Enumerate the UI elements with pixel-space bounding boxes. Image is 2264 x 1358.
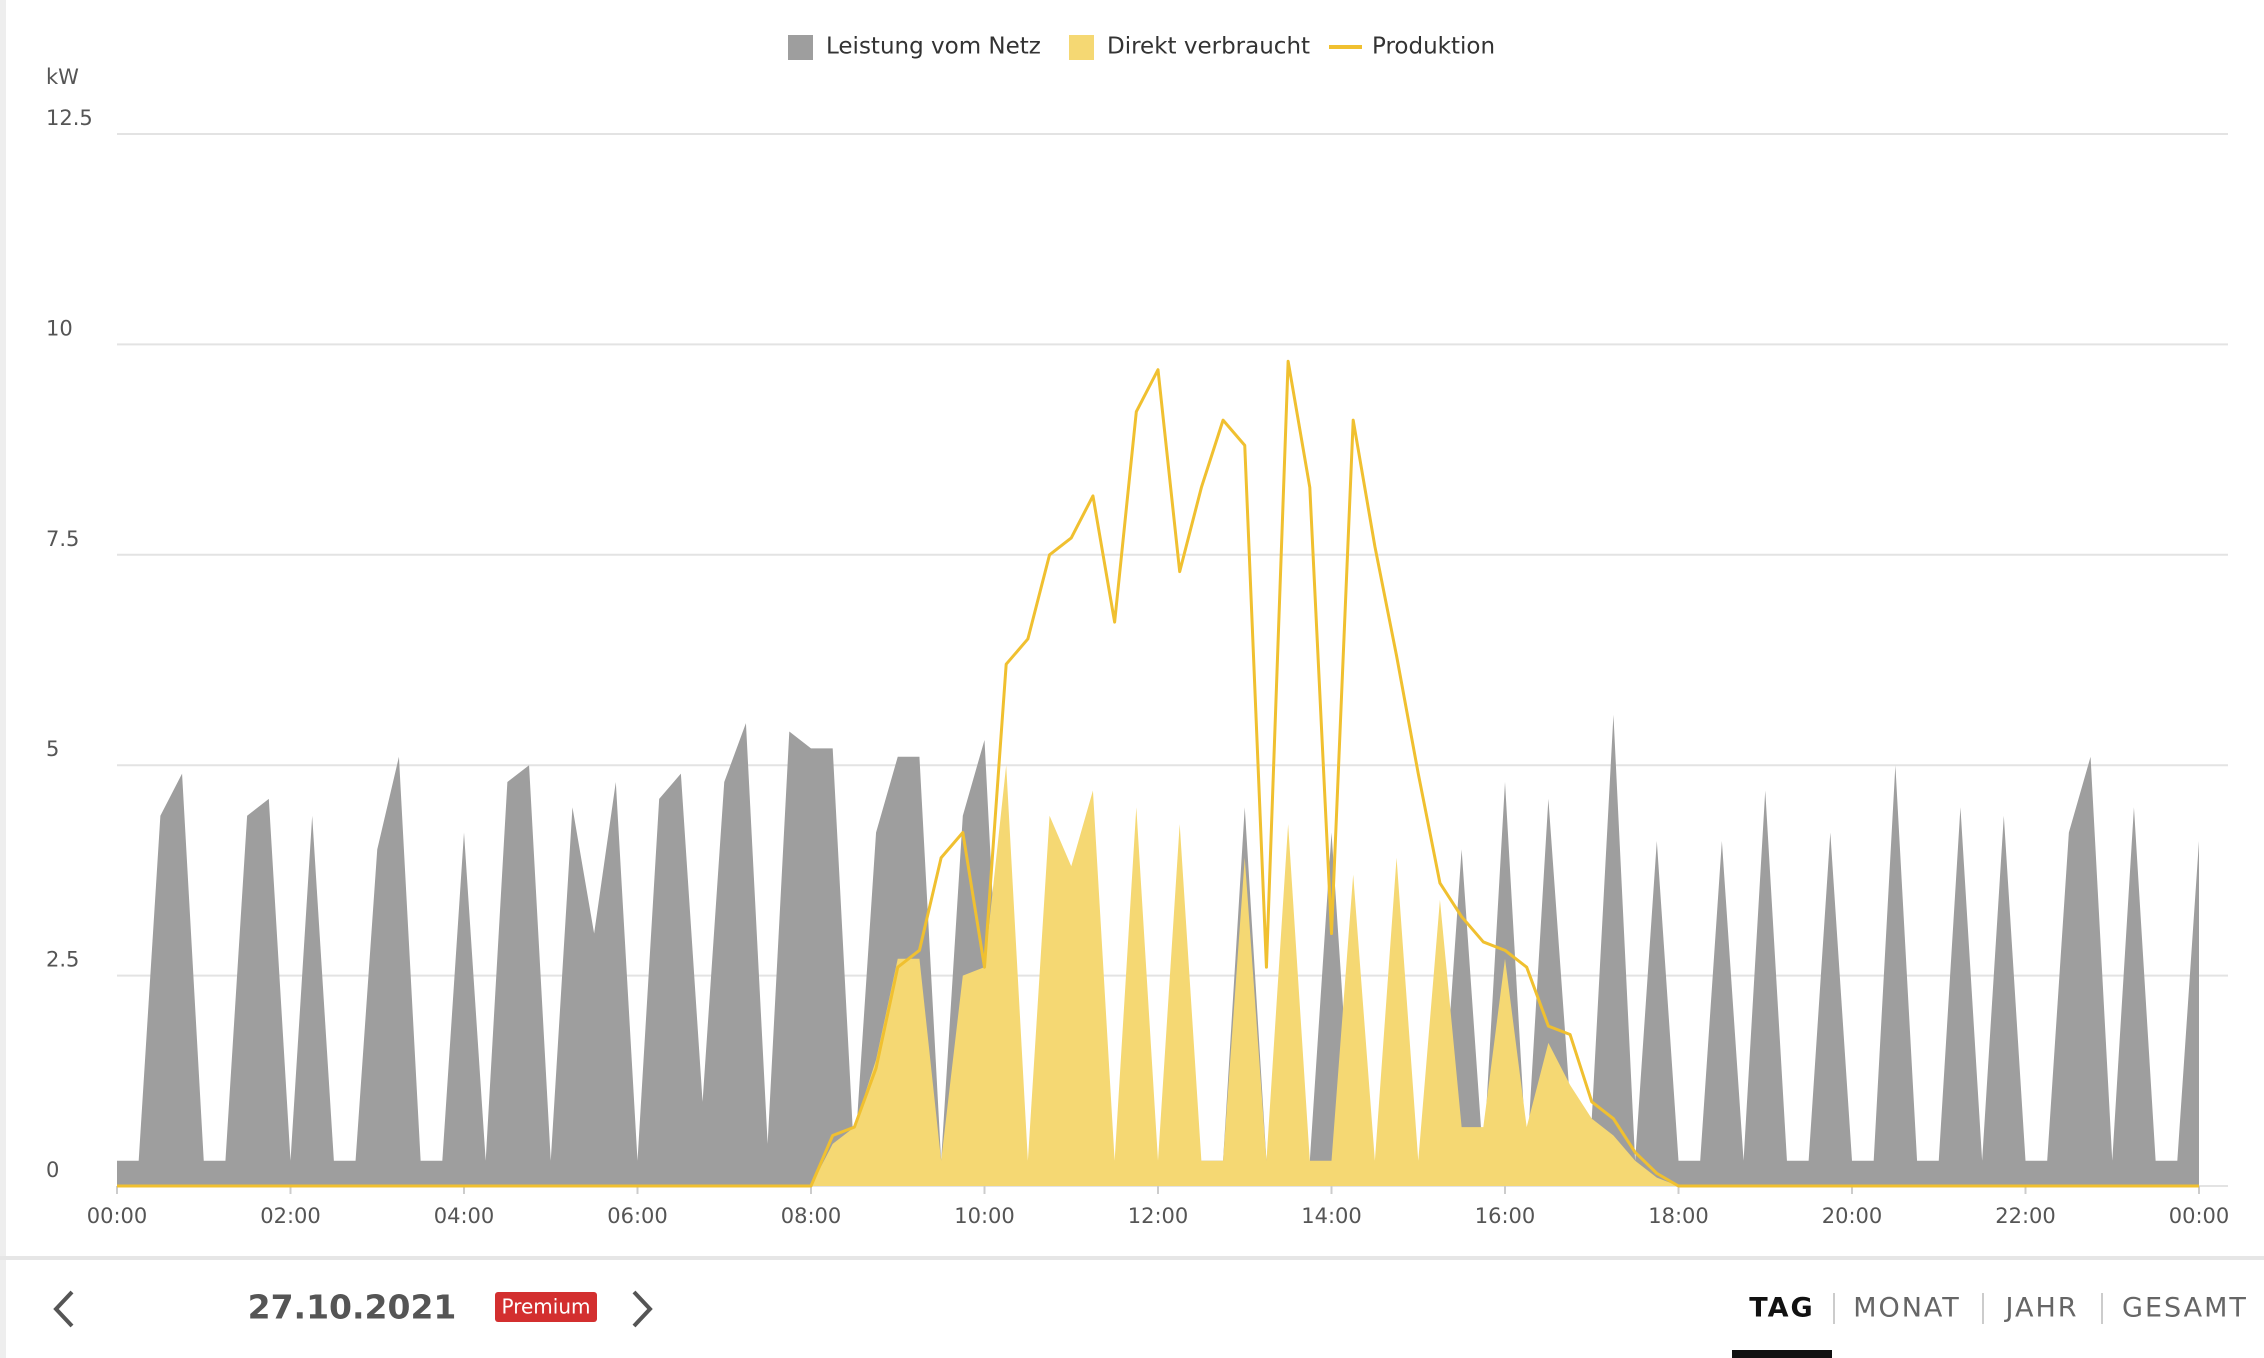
x-tick-label: 02:00 [260, 1204, 321, 1228]
premium-badge [495, 1292, 597, 1322]
x-tick-label: 14:00 [1301, 1204, 1362, 1228]
legend-swatch [1069, 35, 1094, 60]
date: 27.10.2021 [248, 1288, 457, 1327]
x-tick-label: 00:00 [2169, 1204, 2230, 1228]
legend-label[interactable]: Leistung vom Netz [826, 34, 1041, 60]
area [117, 714, 2199, 1186]
next-button[interactable] [632, 1290, 653, 1328]
y-tick-label: 2.5 [46, 948, 79, 972]
legend-swatch [788, 35, 813, 60]
x-tick-label: 04:00 [434, 1204, 495, 1228]
x-tick-label: 18:00 [1648, 1204, 1709, 1228]
legend-label[interactable]: Produktion [1372, 34, 1495, 60]
x-tick-label: 12:00 [1128, 1204, 1189, 1228]
x-tick-label: 20:00 [1822, 1204, 1883, 1228]
tab[interactable]: GESAMT [2122, 1293, 2248, 1324]
y-tick-label: 5 [46, 737, 59, 761]
x-tick-label: 06:00 [607, 1204, 668, 1228]
unit-label: kW [46, 65, 79, 89]
legend-label[interactable]: Direkt verbraucht [1107, 34, 1310, 60]
prev-button[interactable] [53, 1290, 74, 1328]
left-edge [0, 0, 6, 1358]
tab[interactable]: JAHR [2003, 1293, 2078, 1324]
y-tick-label: 12.5 [46, 106, 93, 130]
tab[interactable]: TAG [1749, 1293, 1814, 1324]
y-tick-label: 10 [46, 316, 73, 340]
y-tick-label: 7.5 [46, 527, 79, 551]
x-tick-label: 22:00 [1995, 1204, 2056, 1228]
x-tick-label: 16:00 [1475, 1204, 1536, 1228]
x-tick-label: 10:00 [954, 1204, 1015, 1228]
x-tick-label: 08:00 [781, 1204, 842, 1228]
x-tick-label: 00:00 [87, 1204, 148, 1228]
y-tick-label: 0 [46, 1158, 59, 1182]
line [117, 359, 2199, 1188]
premium-label: Premium [502, 1295, 591, 1319]
tab[interactable]: MONAT [1853, 1293, 1961, 1324]
tab-underline [1732, 1350, 1832, 1358]
